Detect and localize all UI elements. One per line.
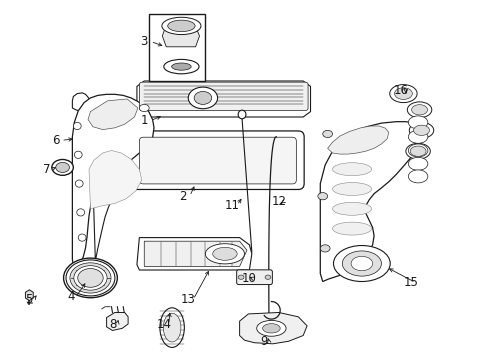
Polygon shape [320, 122, 421, 282]
Polygon shape [327, 126, 388, 154]
Ellipse shape [63, 258, 117, 298]
Ellipse shape [408, 122, 433, 138]
Text: 2: 2 [179, 190, 187, 203]
Ellipse shape [322, 130, 332, 138]
Ellipse shape [84, 274, 96, 282]
Ellipse shape [78, 234, 86, 241]
FancyBboxPatch shape [131, 131, 304, 189]
Text: 11: 11 [224, 199, 239, 212]
Ellipse shape [74, 151, 82, 158]
FancyBboxPatch shape [236, 270, 272, 284]
Ellipse shape [66, 260, 115, 296]
Text: 12: 12 [271, 195, 285, 208]
Ellipse shape [264, 275, 270, 279]
Text: 7: 7 [42, 163, 50, 176]
Text: 1: 1 [140, 114, 148, 127]
Ellipse shape [188, 87, 217, 109]
Polygon shape [25, 290, 33, 301]
Bar [149, 14, 205, 81]
Ellipse shape [407, 144, 427, 157]
Ellipse shape [205, 244, 244, 264]
Ellipse shape [332, 183, 371, 195]
Text: 9: 9 [260, 335, 267, 348]
Ellipse shape [407, 130, 427, 143]
Ellipse shape [163, 59, 199, 74]
Text: 4: 4 [67, 291, 75, 303]
Ellipse shape [73, 122, 81, 130]
Ellipse shape [52, 159, 73, 175]
Text: 13: 13 [181, 293, 195, 306]
Ellipse shape [139, 104, 149, 112]
Polygon shape [72, 94, 154, 271]
Ellipse shape [162, 17, 201, 35]
Polygon shape [137, 238, 251, 270]
FancyBboxPatch shape [139, 82, 307, 111]
Ellipse shape [70, 263, 111, 293]
Text: 6: 6 [52, 134, 60, 147]
Ellipse shape [405, 143, 429, 159]
Ellipse shape [413, 125, 428, 135]
Ellipse shape [212, 247, 237, 260]
Polygon shape [106, 312, 128, 330]
Text: 16: 16 [393, 84, 407, 96]
Ellipse shape [167, 20, 195, 32]
Text: 10: 10 [242, 273, 256, 285]
Polygon shape [89, 150, 142, 209]
Text: 5: 5 [24, 293, 32, 306]
Ellipse shape [320, 245, 329, 252]
Ellipse shape [407, 157, 427, 170]
Ellipse shape [77, 209, 84, 216]
Ellipse shape [74, 266, 107, 290]
Ellipse shape [333, 246, 389, 282]
Ellipse shape [56, 162, 69, 172]
Ellipse shape [389, 85, 416, 103]
Polygon shape [72, 93, 151, 261]
Ellipse shape [238, 275, 244, 279]
Ellipse shape [342, 251, 381, 276]
Ellipse shape [407, 116, 427, 129]
Ellipse shape [75, 180, 83, 187]
Ellipse shape [78, 269, 103, 287]
Text: 3: 3 [140, 35, 148, 48]
Ellipse shape [332, 163, 371, 176]
Polygon shape [88, 99, 138, 130]
FancyBboxPatch shape [139, 137, 296, 184]
Ellipse shape [394, 88, 411, 99]
Ellipse shape [350, 256, 372, 271]
Ellipse shape [194, 91, 211, 104]
Ellipse shape [407, 102, 431, 118]
Ellipse shape [163, 313, 181, 342]
Text: 15: 15 [403, 276, 417, 289]
Ellipse shape [317, 193, 327, 200]
Polygon shape [239, 312, 306, 344]
Ellipse shape [332, 222, 371, 235]
Polygon shape [144, 241, 246, 266]
Ellipse shape [262, 324, 280, 333]
Ellipse shape [171, 63, 191, 70]
Text: 8: 8 [108, 318, 116, 330]
Polygon shape [137, 81, 310, 117]
Ellipse shape [160, 308, 184, 347]
Ellipse shape [332, 202, 371, 215]
Ellipse shape [238, 110, 245, 119]
Ellipse shape [409, 146, 425, 156]
Ellipse shape [256, 320, 285, 336]
Ellipse shape [407, 170, 427, 183]
Ellipse shape [411, 105, 427, 115]
Text: 14: 14 [156, 318, 171, 331]
Polygon shape [162, 29, 199, 47]
